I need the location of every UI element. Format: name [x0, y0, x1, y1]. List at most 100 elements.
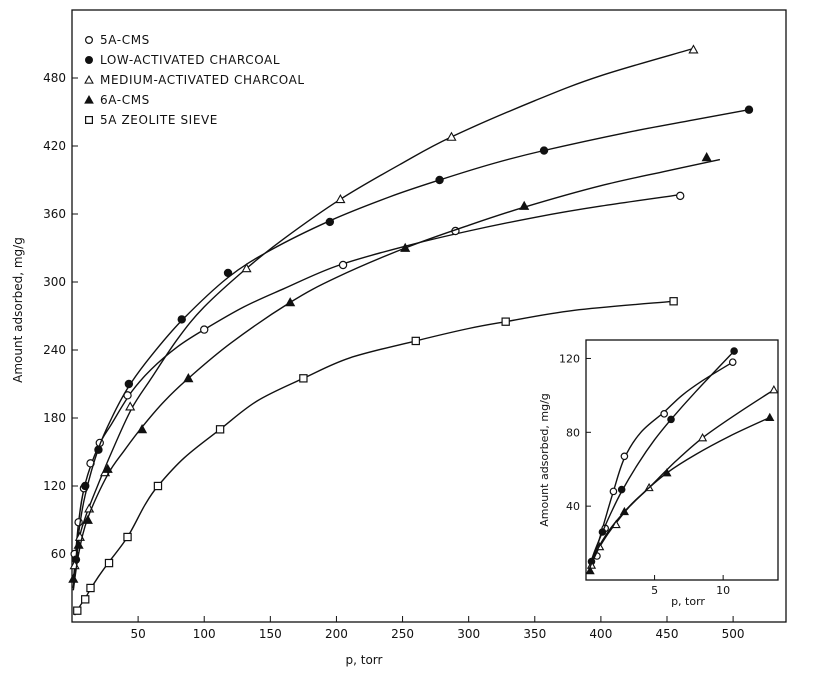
data-point-6a-cms	[82, 514, 93, 524]
data-point-low-activated-charcoal	[539, 146, 549, 155]
data-point-low-activated-charcoal	[744, 105, 754, 114]
data-point-5a-zeolite-sieve	[153, 481, 163, 491]
data-point-5a-zeolite-sieve	[123, 532, 132, 542]
inset-data-point-5a-cms	[660, 410, 668, 418]
legend-symbol-filled-triangle	[84, 94, 94, 104]
data-point-5a-zeolite-sieve	[501, 317, 510, 326]
inset-y-axis-title: Amount adsorbed, mg/g	[538, 393, 551, 527]
inset-x-tick-label: 10	[716, 584, 730, 597]
inset-plot: 5 10 40 80 120	[559, 339, 779, 597]
legend-item-6a-cms: 6A-CMS	[84, 93, 150, 107]
x-tick-label: 200	[325, 627, 348, 641]
legend-item-5a-zeolite-sieve: 5A ZEOLITE SIEVE	[84, 113, 217, 127]
inset-y-tick-label: 40	[566, 500, 580, 513]
data-point-medium-activated-charcoal	[335, 193, 346, 204]
legend-symbol-open-triangle	[84, 74, 94, 84]
data-point-5a-zeolite-sieve	[86, 583, 95, 593]
inset-data-point-6a-cms	[765, 412, 775, 422]
data-point-medium-activated-charcoal	[446, 131, 457, 141]
inset-series-line-low-activated-charcoal	[588, 350, 735, 570]
series-line-medium-activated-charcoal	[72, 47, 694, 589]
inset-data-point-6a-cms	[662, 468, 672, 477]
data-point-5a-zeolite-sieve	[104, 558, 114, 568]
data-point-5a-cms	[676, 191, 685, 201]
data-point-5a-cms	[338, 260, 348, 270]
data-point-6a-cms	[137, 424, 148, 434]
legend-label: LOW-ACTIVATED CHARCOAL	[100, 53, 280, 67]
y-tick-label: 300	[43, 275, 66, 289]
inset-data-point-6a-cms	[585, 565, 595, 575]
x-tick-label: 250	[391, 627, 414, 641]
inset-data-point-6a-cms	[619, 506, 630, 516]
inset-y-tick-label: 120	[559, 352, 580, 365]
data-point-low-activated-charcoal	[325, 217, 335, 227]
inset-x-axis-title: p, torr	[671, 595, 705, 608]
y-tick-label: 480	[43, 71, 66, 85]
y-tick-label: 120	[43, 479, 66, 493]
legend: 5A-CMS LOW-ACTIVATED CHARCOAL MEDIUM-ACTIV…	[84, 33, 305, 127]
inset-data-point-5a-cms	[728, 358, 737, 366]
legend-label: 6A-CMS	[100, 93, 150, 107]
y-axis-title: Amount adsorbed, mg/g	[11, 237, 25, 383]
data-point-low-activated-charcoal	[223, 268, 233, 278]
inset-data-point-5a-cms	[609, 487, 618, 496]
data-point-medium-activated-charcoal	[241, 263, 252, 273]
data-point-5a-zeolite-sieve	[669, 297, 678, 306]
series-6a-cms	[68, 152, 721, 591]
legend-symbol-open-circle	[84, 35, 93, 44]
inset-y-tick-label: 80	[566, 426, 580, 439]
data-point-6a-cms	[701, 152, 712, 162]
legend-symbol-filled-circle	[84, 55, 93, 64]
data-point-5a-zeolite-sieve	[73, 606, 82, 615]
data-point-low-activated-charcoal	[177, 315, 186, 324]
data-point-low-activated-charcoal	[81, 481, 90, 491]
inset-data-point-low-activated-charcoal	[617, 485, 626, 494]
inset-data-point-low-activated-charcoal	[598, 528, 607, 536]
legend-item-5a-cms: 5A-CMS	[84, 33, 150, 47]
x-tick-label: 500	[722, 627, 745, 641]
data-point-5a-cms	[200, 325, 209, 334]
x-tick-label: 100	[193, 627, 216, 641]
main-plot: 50 100 150 200 250 300 350 400 450 500 60 120 180 240…	[43, 9, 787, 641]
data-point-6a-cms	[102, 463, 113, 473]
data-point-6a-cms	[68, 573, 79, 583]
data-point-6a-cms	[183, 373, 194, 383]
inset-data-point-medium-activated-charcoal	[697, 433, 708, 442]
data-point-5a-zeolite-sieve	[411, 336, 420, 346]
x-tick-label: 450	[656, 627, 679, 641]
series-5a-zeolite-sieve	[73, 297, 678, 616]
data-point-low-activated-charcoal	[435, 175, 444, 185]
legend-item-medium-activated-charcoal: MEDIUM-ACTIVATED CHARCOAL	[84, 73, 305, 87]
y-tick-label: 240	[43, 343, 66, 357]
inset-data-point-low-activated-charcoal	[730, 347, 738, 355]
inset-series-line-6a-cms	[588, 416, 771, 572]
inset-data-point-low-activated-charcoal	[667, 415, 675, 424]
x-tick-label: 150	[259, 627, 282, 641]
y-tick-label: 180	[43, 411, 66, 425]
x-axis-title: p, torr	[346, 653, 383, 667]
x-tick-label: 350	[523, 627, 546, 641]
data-point-6a-cms	[73, 539, 84, 549]
series-line-6a-cms	[72, 158, 721, 591]
data-point-5a-zeolite-sieve	[81, 595, 90, 604]
data-point-medium-activated-charcoal	[688, 44, 699, 54]
data-point-6a-cms	[400, 242, 411, 252]
data-point-low-activated-charcoal	[124, 379, 134, 389]
legend-label: MEDIUM-ACTIVATED CHARCOAL	[100, 73, 305, 87]
legend-symbol-open-square	[84, 115, 93, 124]
y-tick-label: 420	[43, 139, 66, 153]
data-point-6a-cms	[285, 297, 296, 307]
inset-x-tick-label: 5	[651, 584, 658, 597]
inset-series-low-activated-charcoal	[587, 347, 738, 570]
data-point-6a-cms	[519, 200, 530, 210]
y-tick-label: 60	[51, 547, 66, 561]
x-tick-label: 50	[130, 627, 145, 641]
x-tick-label: 300	[457, 627, 480, 641]
inset-series-6a-cms	[585, 412, 775, 575]
inset-data-point-medium-activated-charcoal	[769, 385, 779, 394]
legend-label: 5A-CMS	[100, 33, 150, 47]
data-point-5a-zeolite-sieve	[215, 425, 225, 434]
y-tick-label: 360	[43, 207, 66, 221]
x-tick-label: 400	[589, 627, 612, 641]
